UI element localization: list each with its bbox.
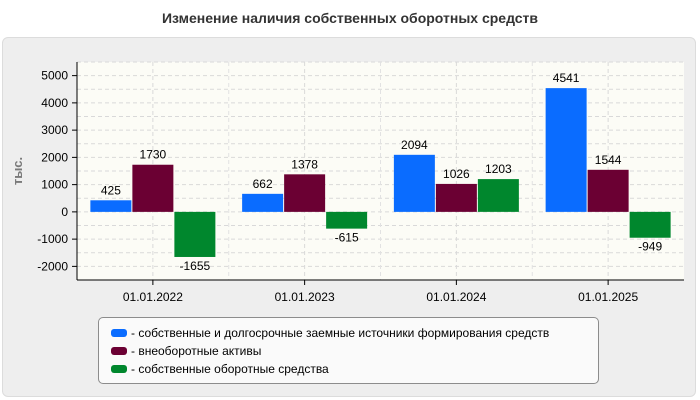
legend-label-noncurrent-assets: - внеоборотные активы bbox=[131, 344, 262, 358]
data-label: 4541 bbox=[553, 71, 580, 85]
y-tick-label: 0 bbox=[61, 205, 68, 219]
data-label: 1026 bbox=[443, 167, 470, 181]
x-tick-label: 01.01.2023 bbox=[275, 290, 335, 304]
y-tick-label: 2000 bbox=[41, 150, 68, 164]
legend-swatch-noncurrent-assets bbox=[111, 347, 127, 355]
bar bbox=[477, 179, 519, 212]
data-label: 1544 bbox=[595, 153, 622, 167]
x-tick-label: 01.01.2025 bbox=[578, 290, 638, 304]
data-label: -1655 bbox=[180, 259, 211, 273]
data-label: 1203 bbox=[485, 162, 512, 176]
legend-swatch-working-capital bbox=[111, 365, 127, 373]
bar bbox=[393, 154, 435, 212]
bar bbox=[90, 200, 132, 212]
data-label: 1378 bbox=[291, 157, 318, 171]
bar bbox=[545, 88, 587, 212]
legend-item-noncurrent-assets: - внеоборотные активы bbox=[111, 342, 598, 360]
bar bbox=[629, 211, 671, 238]
y-tick-label: 4000 bbox=[41, 96, 68, 110]
data-label: 425 bbox=[101, 183, 121, 197]
data-label: -949 bbox=[638, 240, 662, 254]
bar bbox=[587, 169, 629, 212]
legend-label-sources: - собственные и долгосрочные заемные ист… bbox=[131, 326, 550, 340]
chart-title: Изменение наличия собственных оборотных … bbox=[161, 10, 539, 26]
data-label: 2094 bbox=[401, 138, 428, 152]
y-tick-label: 5000 bbox=[41, 69, 68, 83]
x-tick-label: 01.01.2022 bbox=[123, 290, 183, 304]
bar bbox=[242, 193, 284, 212]
y-axis-title: тыс. bbox=[10, 157, 25, 185]
legend-item-sources: - собственные и долгосрочные заемные ист… bbox=[111, 324, 598, 342]
bar bbox=[174, 211, 216, 257]
y-tick-label: 1000 bbox=[41, 178, 68, 192]
bar bbox=[435, 183, 477, 212]
legend-item-working-capital: - собственные оборотные средства bbox=[111, 360, 598, 378]
y-tick-label: -2000 bbox=[37, 259, 68, 273]
chart-legend: - собственные и долгосрочные заемные ист… bbox=[98, 317, 599, 384]
data-label: -615 bbox=[335, 231, 359, 245]
bar bbox=[326, 211, 368, 229]
legend-swatch-sources bbox=[111, 329, 127, 337]
bar bbox=[284, 174, 326, 212]
bar bbox=[132, 164, 174, 212]
y-tick-label: -1000 bbox=[37, 232, 68, 246]
legend-label-working-capital: - собственные оборотные средства bbox=[131, 362, 329, 376]
data-label: 662 bbox=[253, 177, 273, 191]
y-tick-label: 3000 bbox=[41, 123, 68, 137]
x-tick-label: 01.01.2024 bbox=[426, 290, 486, 304]
data-label: 1730 bbox=[140, 148, 167, 162]
